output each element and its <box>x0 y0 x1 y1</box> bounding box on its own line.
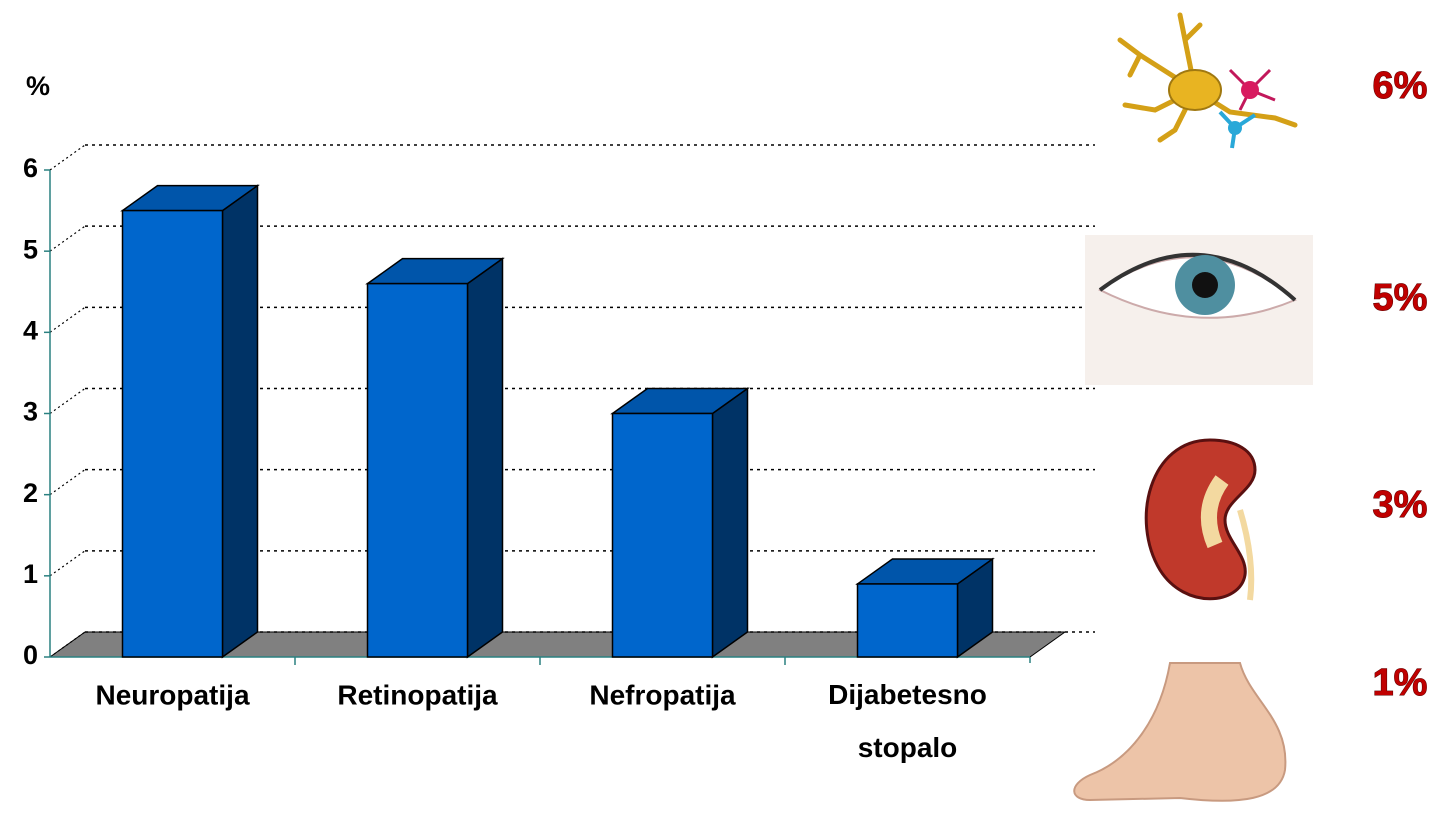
x-tick-label: Neuropatija <box>95 679 249 710</box>
y-tick-label: 6 <box>23 153 38 183</box>
grid-line-side <box>50 470 85 495</box>
bar <box>123 186 258 657</box>
annotation: 6% <box>1373 65 1428 107</box>
grid-line-side <box>50 307 85 332</box>
annotation: 3% <box>1373 484 1428 526</box>
bar-front <box>613 414 713 658</box>
grid-line-side <box>50 551 85 576</box>
foot-icon <box>995 663 1330 813</box>
y-axis-label: % <box>26 71 50 101</box>
annotation: 5% <box>1373 277 1428 319</box>
bar-side <box>468 259 503 657</box>
eye-icon <box>1085 235 1313 385</box>
grid-line-side <box>50 145 85 170</box>
bar-side <box>223 186 258 657</box>
kidney-icon <box>1146 440 1255 600</box>
y-tick-label: 4 <box>23 315 38 345</box>
y-tick-label: 0 <box>23 640 38 670</box>
grid-line-side <box>50 226 85 251</box>
bar-front <box>858 584 958 657</box>
x-tick-label: Retinopatija <box>337 679 498 710</box>
bar <box>368 259 503 657</box>
bar-front <box>123 211 223 657</box>
y-tick-label: 1 <box>23 559 38 589</box>
x-tick-label: Nefropatija <box>589 679 736 710</box>
grid-line-side <box>50 389 85 414</box>
bar <box>613 389 748 658</box>
y-tick-label: 3 <box>23 397 38 427</box>
annotation: 1% <box>1373 662 1428 704</box>
bar <box>858 559 993 657</box>
bar-front <box>368 284 468 657</box>
y-tick-label: 5 <box>23 234 38 264</box>
y-tick-label: 2 <box>23 478 38 508</box>
neuron-icon <box>1120 15 1295 148</box>
bar-side <box>713 389 748 658</box>
chart: % 0 1 2 3 4 5 6 Neuropatija Retinopatija Nefropat… <box>0 0 1443 813</box>
